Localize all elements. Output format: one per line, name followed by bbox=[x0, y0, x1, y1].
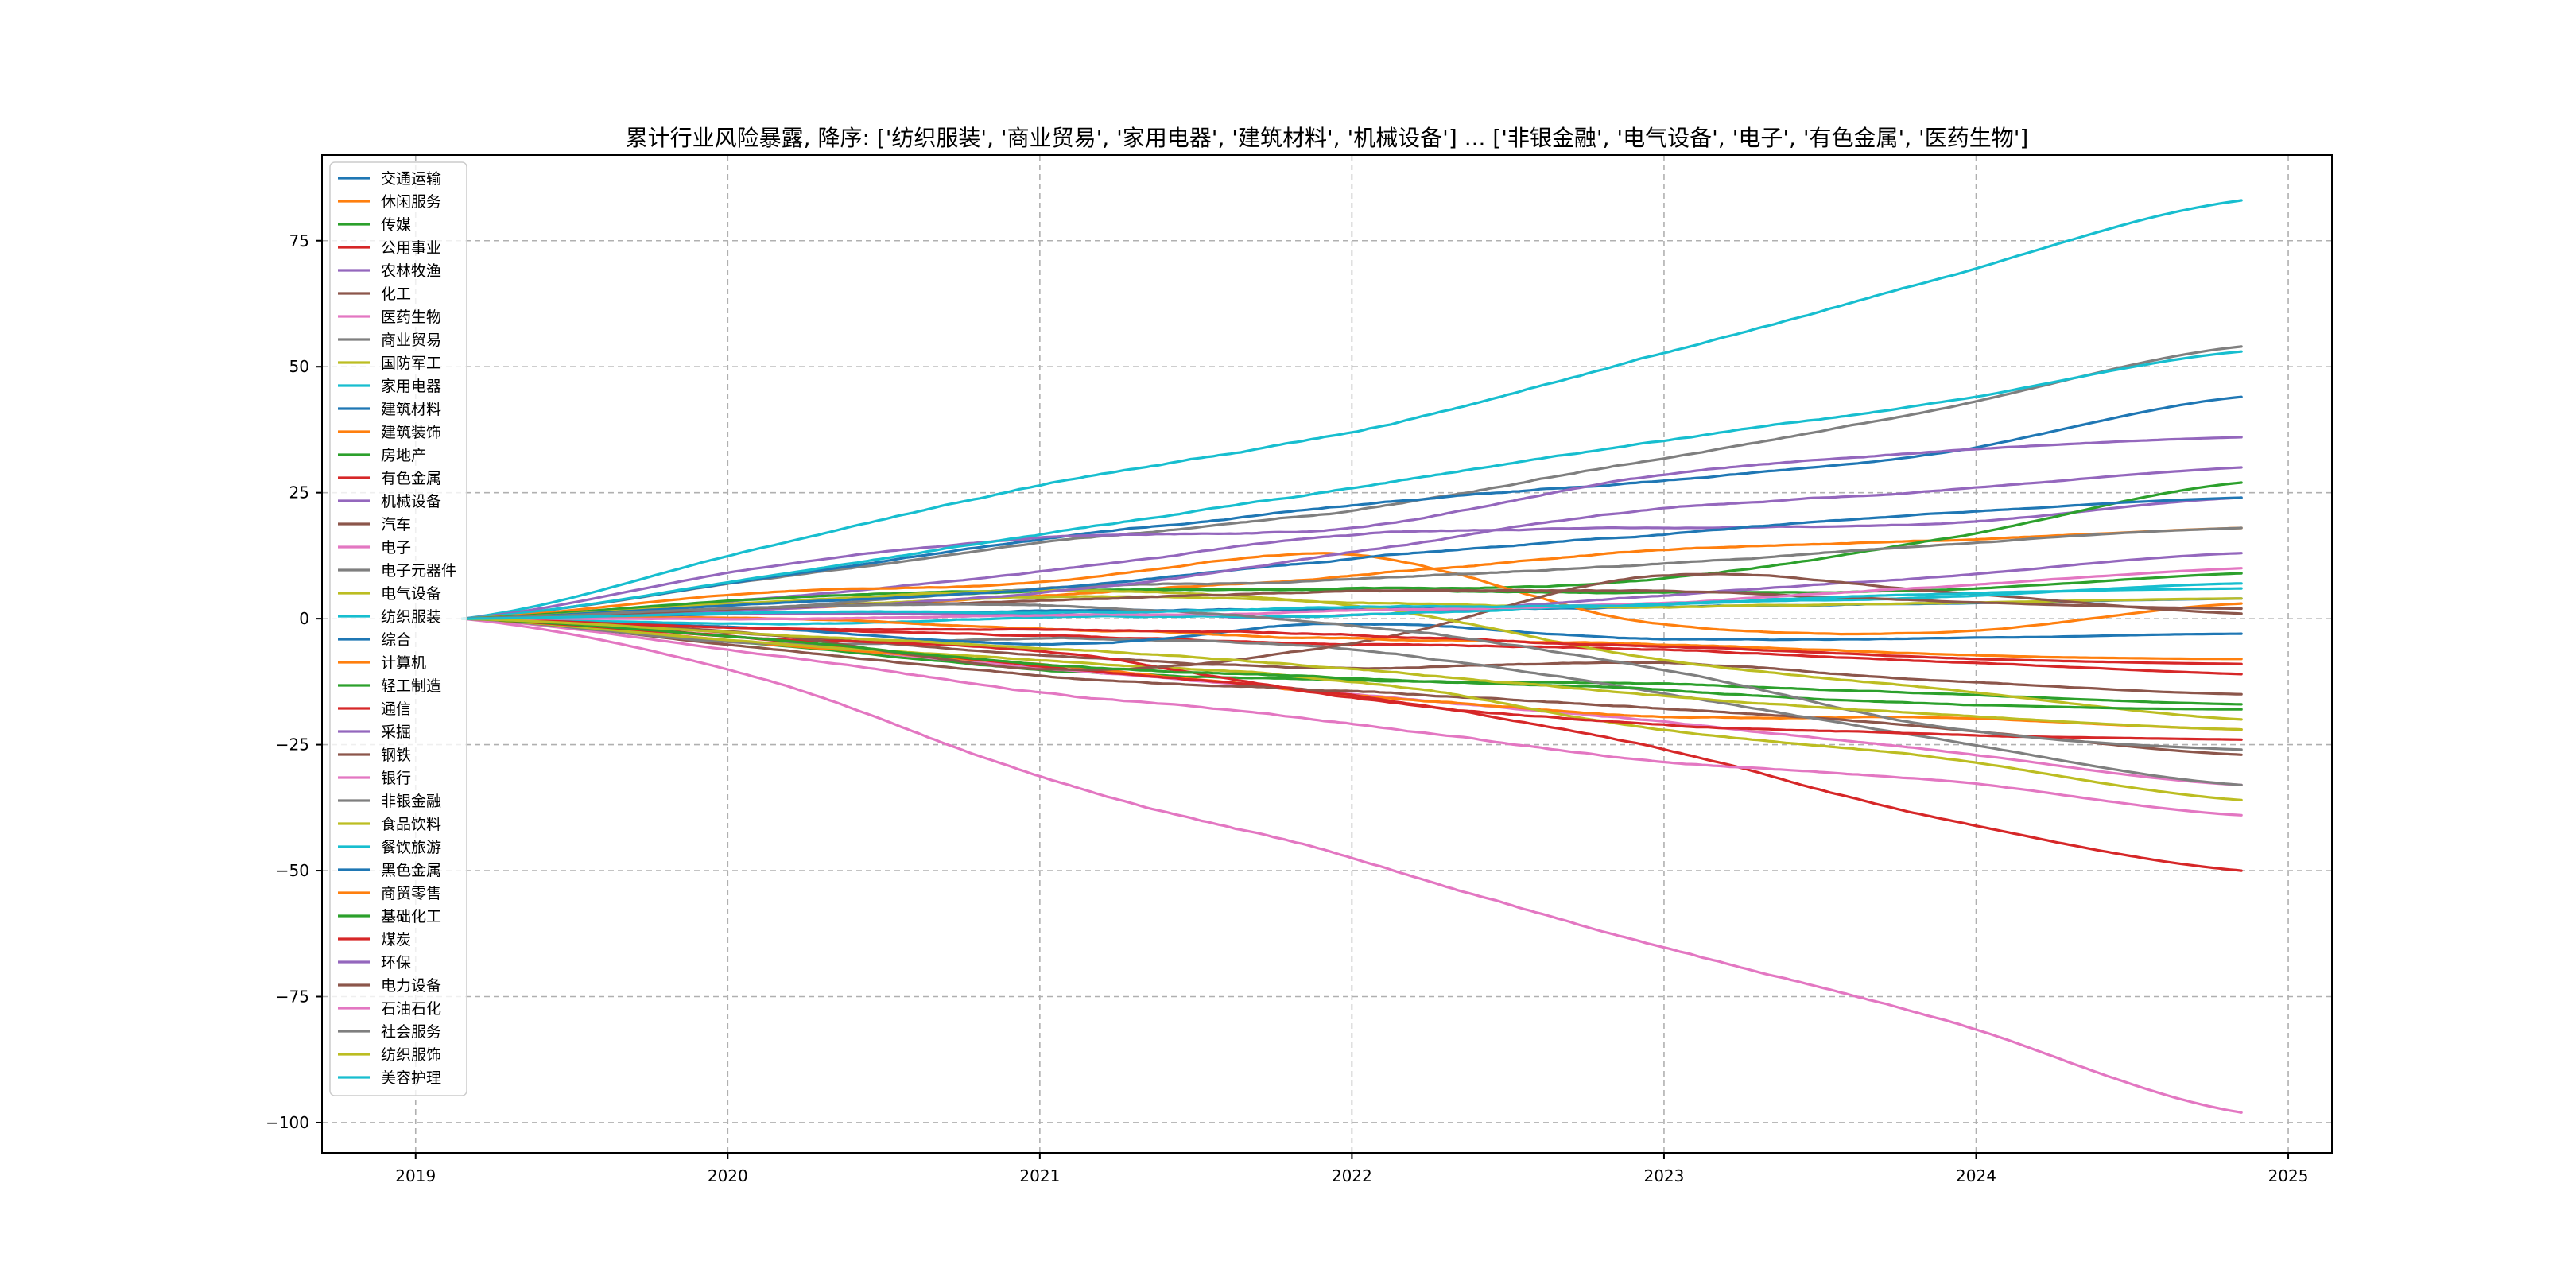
legend-label: 休闲服务 bbox=[381, 193, 441, 211]
series-line-38 bbox=[461, 617, 2243, 731]
legend-label: 商业贸易 bbox=[381, 332, 441, 349]
y-tick-label: −25 bbox=[276, 735, 309, 755]
y-tick-label: −50 bbox=[276, 861, 309, 880]
legend-label: 家用电器 bbox=[381, 378, 441, 395]
legend-label: 商贸零售 bbox=[381, 885, 441, 902]
legend-label: 房地产 bbox=[381, 447, 426, 464]
axis-ticks: 2019 2020 2021 2022 2023 2024 2025 75 50 25 0 −25 −5… bbox=[266, 231, 2308, 1185]
legend-label: 机械设备 bbox=[381, 493, 441, 510]
series-line-33 bbox=[461, 617, 2243, 665]
chart-title: 累计行业风险暴露, 降序: ['纺织服装', '商业贸易', '家用电器', '… bbox=[626, 125, 2029, 151]
series-line-14 bbox=[461, 436, 2243, 620]
legend-label: 轻工制造 bbox=[381, 677, 441, 695]
legend: 交通运输休闲服务传媒公用事业农林牧渔化工医药生物商业贸易国防军工家用电器建筑材料… bbox=[329, 161, 467, 1096]
legend-label: 电子 bbox=[381, 539, 411, 557]
x-tick-label: 2023 bbox=[1643, 1166, 1684, 1185]
legend-label: 有色金属 bbox=[381, 470, 441, 487]
x-tick-label: 2025 bbox=[2268, 1166, 2309, 1185]
y-tick-label: −75 bbox=[276, 987, 309, 1007]
series-line-39 bbox=[461, 587, 2243, 620]
series-line-21 bbox=[461, 552, 2243, 636]
series-line-28 bbox=[461, 588, 2243, 721]
legend-label: 国防军工 bbox=[381, 355, 441, 372]
legend-label: 电子元器件 bbox=[381, 562, 456, 580]
legend-label: 银行 bbox=[381, 770, 411, 787]
series-group bbox=[461, 199, 2243, 1114]
y-tick-label: 75 bbox=[289, 231, 309, 250]
legend-label: 电力设备 bbox=[381, 977, 441, 995]
series-line-29 bbox=[461, 582, 2243, 626]
y-tick-label: 25 bbox=[289, 483, 309, 502]
legend-label: 美容护理 bbox=[381, 1069, 441, 1087]
legend-label: 交通运输 bbox=[381, 170, 441, 188]
legend-label: 医药生物 bbox=[381, 308, 441, 326]
legend-label: 黑色金属 bbox=[381, 862, 441, 879]
legend-label: 煤炭 bbox=[381, 931, 411, 949]
y-tick-label: −100 bbox=[266, 1113, 309, 1132]
legend-label: 食品饮料 bbox=[381, 816, 441, 833]
series-line-10 bbox=[461, 395, 2243, 620]
legend-label: 传媒 bbox=[381, 216, 411, 234]
x-tick-label: 2021 bbox=[1019, 1166, 1060, 1185]
legend-label: 建筑材料 bbox=[381, 401, 441, 418]
legend-label: 基础化工 bbox=[381, 908, 441, 925]
y-tick-label: 50 bbox=[289, 357, 309, 376]
series-line-30 bbox=[461, 496, 2243, 620]
legend-label: 环保 bbox=[381, 954, 411, 972]
legend-label: 采掘 bbox=[381, 724, 411, 741]
legend-label: 社会服务 bbox=[381, 1023, 441, 1041]
series-line-32 bbox=[461, 617, 2243, 711]
legend-label: 非银金融 bbox=[381, 793, 441, 810]
legend-box bbox=[329, 161, 467, 1096]
legend-label: 石油石化 bbox=[381, 1000, 441, 1018]
legend-label: 纺织服装 bbox=[381, 608, 441, 626]
legend-label: 公用事业 bbox=[381, 239, 441, 257]
legend-label: 化工 bbox=[381, 285, 411, 303]
legend-label: 纺织服饰 bbox=[381, 1046, 441, 1064]
legend-label: 农林牧渔 bbox=[381, 262, 441, 280]
series-line-37 bbox=[461, 603, 2243, 751]
legend-label: 综合 bbox=[381, 631, 411, 649]
legend-label: 计算机 bbox=[381, 654, 426, 672]
x-tick-label: 2020 bbox=[708, 1166, 748, 1185]
series-line-18 bbox=[461, 617, 2243, 801]
series-line-26 bbox=[461, 617, 2243, 1114]
legend-label: 钢铁 bbox=[381, 747, 411, 764]
x-tick-label: 2019 bbox=[395, 1166, 436, 1185]
legend-label: 汽车 bbox=[381, 516, 411, 533]
series-line-34 bbox=[461, 466, 2243, 620]
legend-label: 建筑装饰 bbox=[381, 424, 441, 441]
legend-label: 通信 bbox=[381, 700, 411, 718]
series-line-9 bbox=[461, 199, 2243, 620]
legend-label: 电气设备 bbox=[381, 585, 441, 603]
x-tick-label: 2024 bbox=[1956, 1166, 1996, 1185]
series-line-36 bbox=[461, 567, 2243, 621]
series-line-16 bbox=[461, 617, 2243, 817]
plot-frame bbox=[321, 154, 2333, 1154]
legend-label: 餐饮旅游 bbox=[381, 839, 441, 856]
series-line-19 bbox=[461, 350, 2243, 620]
x-tick-label: 2022 bbox=[1332, 1166, 1372, 1185]
y-tick-label: 0 bbox=[299, 609, 309, 628]
